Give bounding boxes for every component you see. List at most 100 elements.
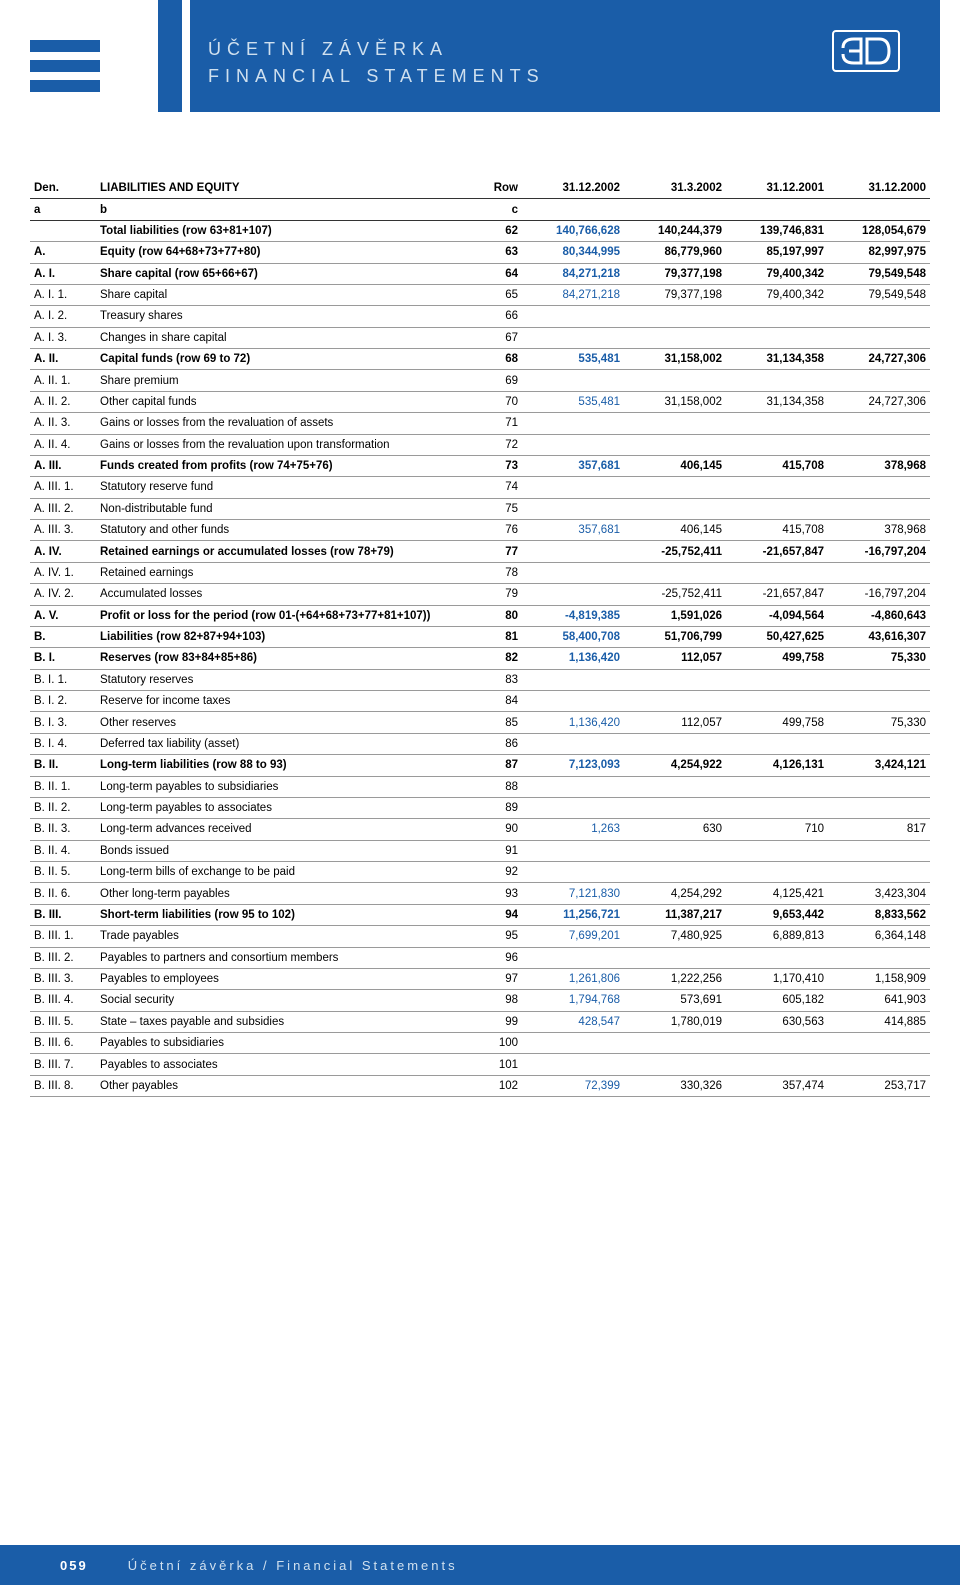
cell-v1: 1,136,420 (522, 648, 624, 669)
cell-v3: 605,182 (726, 990, 828, 1011)
company-logo-icon (832, 30, 900, 72)
table-row: B. II. 5.Long-term bills of exchange to … (30, 862, 930, 883)
table-row: A. II. 3.Gains or losses from the revalu… (30, 413, 930, 434)
cell-label: Payables to partners and consortium memb… (96, 947, 482, 968)
cell-v4: 3,423,304 (828, 883, 930, 904)
col-a: a (30, 199, 96, 220)
col-den: Den. (30, 178, 96, 199)
cell-rowno: 102 (482, 1075, 522, 1096)
cell-label: Liabilities (row 82+87+94+103) (96, 626, 482, 647)
cell-v1: 7,699,201 (522, 926, 624, 947)
cell-rowno: 62 (482, 220, 522, 241)
cell-v3 (726, 733, 828, 754)
cell-v3: 4,126,131 (726, 755, 828, 776)
cell-label: Statutory reserves (96, 669, 482, 690)
cell-rowno: 68 (482, 349, 522, 370)
cell-rowno: 74 (482, 477, 522, 498)
cell-code: A. IV. 1. (30, 562, 96, 583)
cell-v4 (828, 797, 930, 818)
cell-code: A. (30, 242, 96, 263)
cell-v1: 72,399 (522, 1075, 624, 1096)
page: ÚČETNÍ ZÁVĚRKA FINANCIAL STATEMENTS Den.… (0, 0, 960, 1585)
table-row: B. III. 2.Payables to partners and conso… (30, 947, 930, 968)
cell-rowno: 86 (482, 733, 522, 754)
cell-rowno: 63 (482, 242, 522, 263)
cell-v1 (522, 862, 624, 883)
table-row: B. II. 1.Long-term payables to subsidiar… (30, 776, 930, 797)
cell-v4: 24,727,306 (828, 349, 930, 370)
table-row: B. I.Reserves (row 83+84+85+86)821,136,4… (30, 648, 930, 669)
cell-v1 (522, 327, 624, 348)
cell-v1 (522, 498, 624, 519)
cell-label: Payables to employees (96, 968, 482, 989)
col-liab: LIABILITIES AND EQUITY (96, 178, 482, 199)
cell-v1: 357,681 (522, 455, 624, 476)
table-row: A. II.Capital funds (row 69 to 72)68535,… (30, 349, 930, 370)
cell-v1: 84,271,218 (522, 284, 624, 305)
cell-v4: 75,330 (828, 712, 930, 733)
cell-v4 (828, 840, 930, 861)
cell-v1 (522, 477, 624, 498)
cell-v3 (726, 669, 828, 690)
cell-v4: 3,424,121 (828, 755, 930, 776)
cell-v2 (624, 477, 726, 498)
table-row: B. III. 1.Trade payables957,699,2017,480… (30, 926, 930, 947)
cell-code: B. III. 6. (30, 1033, 96, 1054)
cell-v3: 31,134,358 (726, 349, 828, 370)
cell-label: Share capital (row 65+66+67) (96, 263, 482, 284)
header-accent-bar (158, 0, 182, 112)
cell-label: Retained earnings or accumulated losses … (96, 541, 482, 562)
table-row: B. I. 3.Other reserves851,136,420112,057… (30, 712, 930, 733)
cell-label: Payables to associates (96, 1054, 482, 1075)
col-2000: 31.12.2000 (828, 178, 930, 199)
cell-rowno: 93 (482, 883, 522, 904)
cell-rowno: 84 (482, 691, 522, 712)
cell-v1: 7,123,093 (522, 755, 624, 776)
cell-v4 (828, 477, 930, 498)
cell-rowno: 70 (482, 391, 522, 412)
cell-v3: 85,197,997 (726, 242, 828, 263)
cell-v1 (522, 562, 624, 583)
page-header: ÚČETNÍ ZÁVĚRKA FINANCIAL STATEMENTS (0, 0, 960, 128)
cell-v4 (828, 306, 930, 327)
cell-code: B. II. 6. (30, 883, 96, 904)
cell-code: B. III. 1. (30, 926, 96, 947)
header-title-line2: FINANCIAL STATEMENTS (208, 63, 940, 90)
cell-v1 (522, 691, 624, 712)
cell-v4 (828, 327, 930, 348)
cell-label: Long-term liabilities (row 88 to 93) (96, 755, 482, 776)
cell-v1 (522, 370, 624, 391)
cell-label: State – taxes payable and subsidies (96, 1011, 482, 1032)
cell-v3: 31,134,358 (726, 391, 828, 412)
cell-label: Non-distributable fund (96, 498, 482, 519)
cell-v1 (522, 840, 624, 861)
cell-rowno: 66 (482, 306, 522, 327)
cell-code: B. III. (30, 904, 96, 925)
cell-rowno: 69 (482, 370, 522, 391)
col-2002-12: 31.12.2002 (522, 178, 624, 199)
cell-v3 (726, 306, 828, 327)
cell-rowno: 72 (482, 434, 522, 455)
cell-v4: 82,997,975 (828, 242, 930, 263)
cell-v4: 43,616,307 (828, 626, 930, 647)
cell-rowno: 95 (482, 926, 522, 947)
cell-label: Changes in share capital (96, 327, 482, 348)
cell-label: Profit or loss for the period (row 01-(+… (96, 605, 482, 626)
table-row: B. I. 2.Reserve for income taxes84 (30, 691, 930, 712)
cell-v4 (828, 434, 930, 455)
cell-rowno: 98 (482, 990, 522, 1011)
cell-label: Social security (96, 990, 482, 1011)
cell-code: B. I. (30, 648, 96, 669)
cell-v2 (624, 776, 726, 797)
cell-rowno: 67 (482, 327, 522, 348)
cell-label: Share premium (96, 370, 482, 391)
table-row: B. I. 4.Deferred tax liability (asset)86 (30, 733, 930, 754)
cell-v1: 84,271,218 (522, 263, 624, 284)
table-row: B. III. 5.State – taxes payable and subs… (30, 1011, 930, 1032)
cell-code: B. III. 5. (30, 1011, 96, 1032)
cell-v4: 128,054,679 (828, 220, 930, 241)
cell-label: Treasury shares (96, 306, 482, 327)
cell-v4: -16,797,204 (828, 541, 930, 562)
cell-label: Other reserves (96, 712, 482, 733)
cell-code: B. III. 8. (30, 1075, 96, 1096)
